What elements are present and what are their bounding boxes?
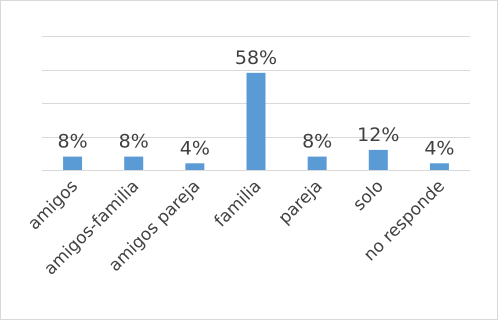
data-label: 8% (119, 131, 149, 153)
bar-no-responde (429, 163, 449, 170)
data-labels: 8% 8% 4% 58% 8% 12% 4% (57, 47, 454, 159)
bar-amigos (63, 156, 83, 170)
bar-amigos-pareja (185, 163, 205, 170)
category-tick-label: solo (349, 176, 387, 214)
category-tick-label: familia (211, 176, 266, 231)
category-tick-label: pareja (275, 176, 327, 228)
bar-pareja (307, 156, 327, 170)
category-tick-label: amigos (24, 176, 82, 234)
data-label: 4% (424, 137, 454, 159)
data-label: 4% (180, 137, 210, 159)
data-label: 8% (57, 131, 87, 153)
bar-solo (368, 149, 388, 170)
bar-familia (246, 72, 266, 170)
data-label: 8% (302, 131, 332, 153)
data-label: 58% (235, 47, 277, 69)
bars (63, 72, 449, 170)
bar-amigos-familia (124, 156, 144, 170)
data-label: 12% (357, 124, 399, 146)
